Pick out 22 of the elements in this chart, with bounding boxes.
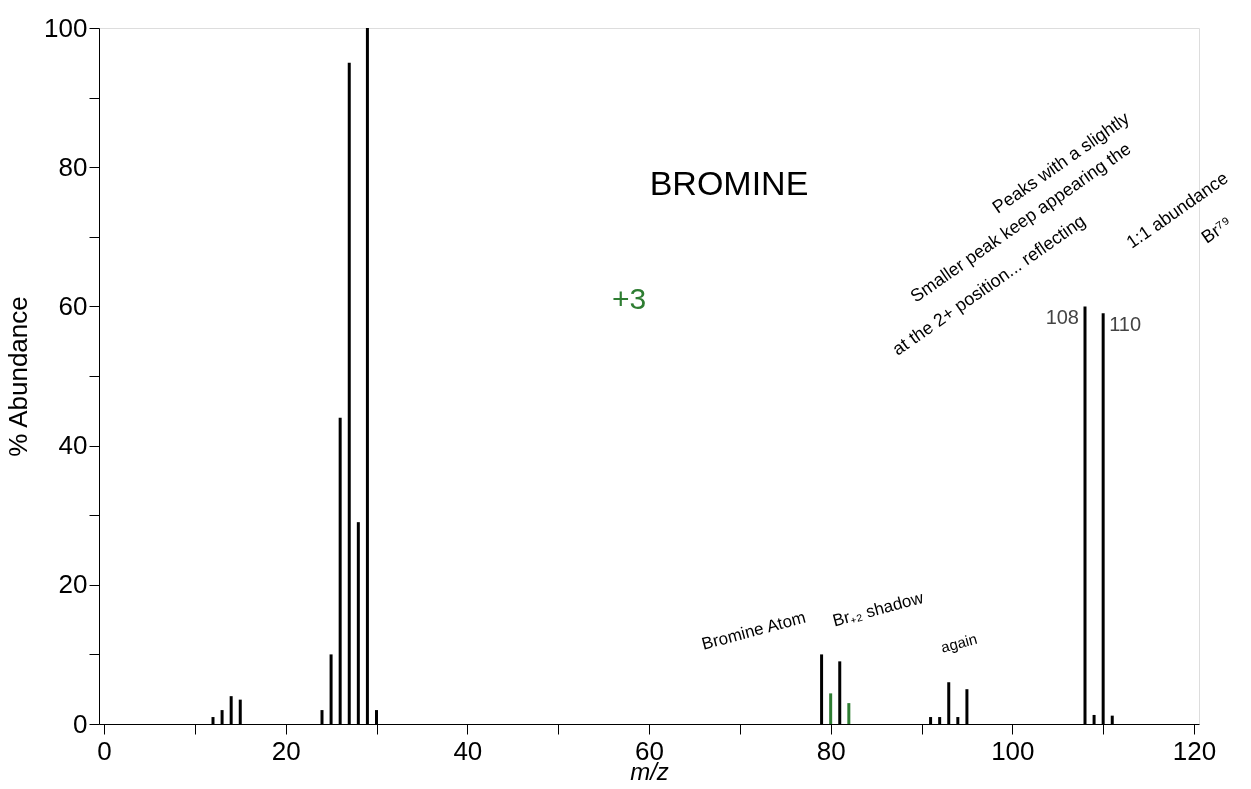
annotation: Br₊₂ shadow (830, 587, 927, 631)
x-tick-label: 80 (816, 735, 846, 766)
y-axis-title: % Abundance (3, 296, 34, 457)
x-tick-label: 100 (991, 735, 1035, 766)
y-tick-label: 80 (58, 151, 88, 182)
y-tick-label: 60 (58, 290, 88, 321)
annotation: 110 (1109, 313, 1142, 336)
y-tick-label: 40 (58, 430, 88, 461)
y-tick-label: 20 (58, 569, 88, 600)
annotation: +3 (611, 282, 647, 315)
annotation: 108 (1045, 306, 1079, 329)
x-tick-label: 0 (97, 735, 112, 766)
bar (829, 693, 833, 724)
x-tick-label: 40 (453, 735, 483, 766)
annotation: Bromine Atom (699, 607, 808, 654)
bar (847, 703, 851, 724)
annotation: BROMINE (649, 164, 809, 202)
annotation: again (938, 629, 979, 656)
x-tick-label: 20 (271, 735, 301, 766)
y-tick-label: 0 (73, 708, 88, 739)
x-tick-label: 120 (1172, 735, 1217, 766)
y-tick-label: 100 (44, 12, 88, 43)
